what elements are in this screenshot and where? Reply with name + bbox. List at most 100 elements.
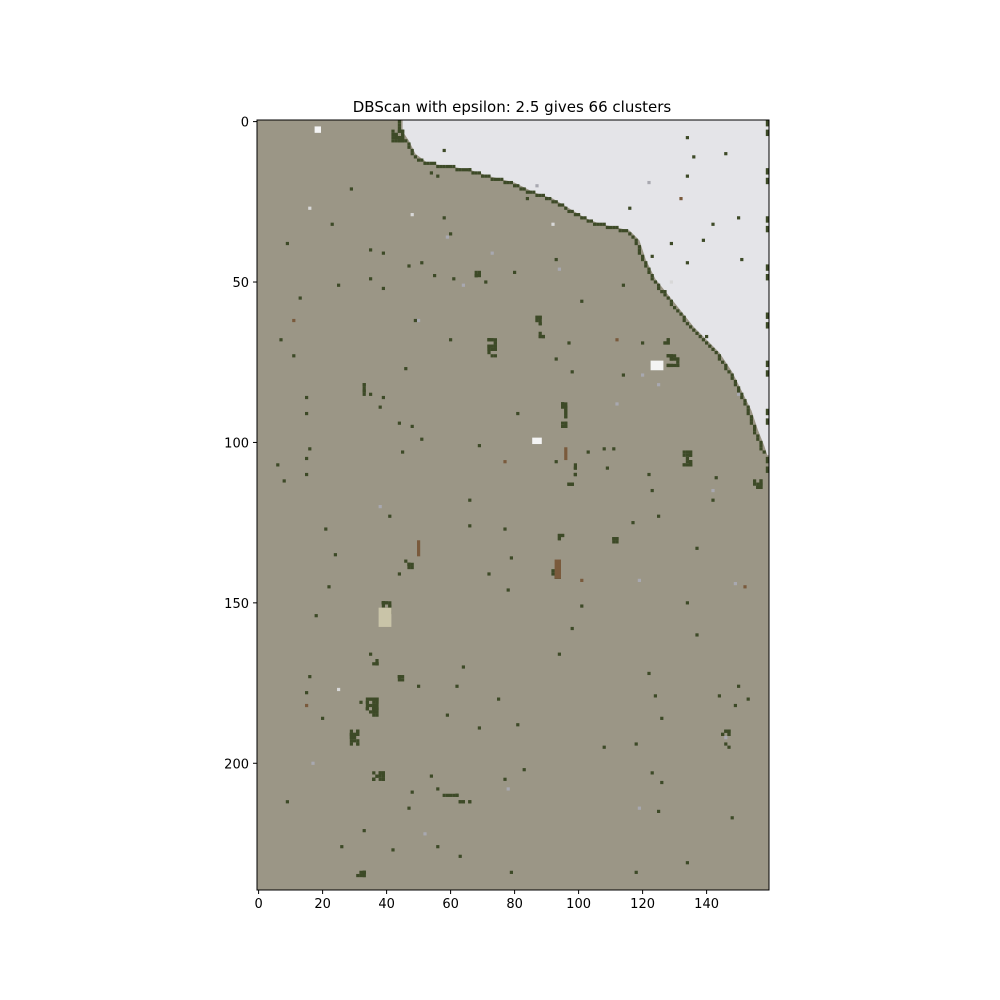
cluster-cell <box>733 582 737 586</box>
vegetation-cell <box>369 697 373 701</box>
coast-edge-cell <box>461 168 465 172</box>
vegetation-cell <box>356 873 360 878</box>
cluster-cell <box>705 334 709 339</box>
edge-cell <box>765 418 769 425</box>
vegetation-cell <box>564 408 568 412</box>
vegetation-cell <box>388 604 392 608</box>
cluster-cell <box>458 854 462 858</box>
vegetation-cell <box>353 739 357 743</box>
vegetation-cell <box>372 700 376 704</box>
vegetation-cell <box>538 334 542 339</box>
cluster-cell <box>461 665 465 669</box>
coast-edge-cell <box>497 177 501 181</box>
cluster-cell <box>321 716 325 720</box>
brown-cluster-feature <box>564 447 568 461</box>
coast-edge-cell <box>407 145 411 149</box>
cluster-cell <box>567 341 571 345</box>
vegetation-cell <box>689 450 693 454</box>
coast-edge-cell <box>647 270 651 274</box>
edge-cell <box>765 312 769 319</box>
coast-edge-cell <box>417 158 421 162</box>
vegetation-cell <box>372 710 376 714</box>
cluster-cell <box>685 174 689 178</box>
cluster-cell <box>580 578 584 582</box>
vegetation-cell <box>356 739 360 743</box>
vegetation-cell <box>365 700 369 704</box>
coast-edge-cell <box>557 203 561 207</box>
vegetation-cell <box>564 421 568 425</box>
coast-edge-cell <box>493 177 497 181</box>
vegetation-cell <box>561 533 565 538</box>
edge-cell <box>765 322 769 329</box>
cluster-cell <box>468 168 472 172</box>
vegetation-cell <box>375 662 379 666</box>
coast-edge-cell <box>580 216 584 220</box>
vegetation-cell <box>468 800 472 804</box>
coast-edge-cell <box>647 267 651 271</box>
cluster-cell <box>423 832 427 836</box>
cluster-cell <box>292 318 296 323</box>
vegetation-cell <box>490 338 494 342</box>
coast-edge-cell <box>753 428 757 432</box>
cluster-cell <box>727 745 731 749</box>
coast-edge-cell <box>532 190 536 194</box>
vegetation-cell <box>561 402 565 406</box>
coast-edge-cell <box>602 222 606 226</box>
vegetation-cell <box>449 793 453 797</box>
coast-edge-cell <box>641 254 645 258</box>
cluster-cell <box>388 514 392 518</box>
coast-edge-cell <box>397 123 401 127</box>
coast-edge-cell <box>625 229 629 233</box>
vegetation-cell <box>689 453 693 457</box>
vegetation-cell <box>452 793 456 797</box>
cluster-cell <box>407 264 411 268</box>
coast-edge-cell <box>529 190 533 194</box>
coast-edge-cell <box>666 296 670 300</box>
cluster-cell <box>305 691 309 695</box>
coast-edge-cell <box>596 222 600 226</box>
cluster-cell <box>506 588 510 592</box>
vegetation-cell <box>564 402 568 406</box>
cluster-cell <box>378 405 382 409</box>
vegetation-cell <box>388 601 392 605</box>
cluster-cell <box>337 687 341 692</box>
coast-edge-cell <box>503 180 507 185</box>
coast-edge-cell <box>663 293 667 297</box>
vegetation-cell <box>375 707 379 711</box>
coast-edge-cell <box>759 444 763 448</box>
cluster-cell <box>663 290 667 294</box>
cluster-cell <box>429 171 433 175</box>
cluster-cell <box>340 845 344 849</box>
cluster-cell <box>717 694 721 698</box>
edge-cell <box>765 274 769 281</box>
coast-edge-cell <box>692 328 696 332</box>
vegetation-cell <box>372 707 376 711</box>
vegetation-cell <box>685 460 689 464</box>
vegetation-cell <box>401 678 405 682</box>
cluster-cell <box>429 774 433 778</box>
vegetation-cell <box>353 732 357 736</box>
coast-edge-cell <box>439 164 443 169</box>
coast-edge-cell <box>525 190 529 194</box>
cluster-cell <box>420 437 424 441</box>
vegetation-cell <box>378 771 382 775</box>
cluster-cell <box>401 450 405 454</box>
vegetation-cell <box>561 421 565 425</box>
cluster-cell <box>305 456 309 461</box>
edge-cell <box>765 264 769 271</box>
coast-edge-cell <box>615 225 619 230</box>
vegetation-cell <box>573 463 577 467</box>
coast-edge-cell <box>397 126 401 130</box>
cluster-cell <box>647 671 651 676</box>
cluster-cell <box>570 370 574 374</box>
cluster-cell <box>381 286 385 291</box>
cluster-cell <box>724 152 728 156</box>
vegetation-cell <box>669 357 673 361</box>
coast-edge-cell <box>756 434 760 438</box>
vegetation-cell <box>676 357 680 361</box>
cluster-cell <box>685 861 689 865</box>
coast-edge-cell <box>477 171 481 175</box>
cluster-cell <box>641 341 645 345</box>
y-axis: 0 50 100 150 200 <box>224 116 257 772</box>
vegetation-cell <box>359 873 363 878</box>
